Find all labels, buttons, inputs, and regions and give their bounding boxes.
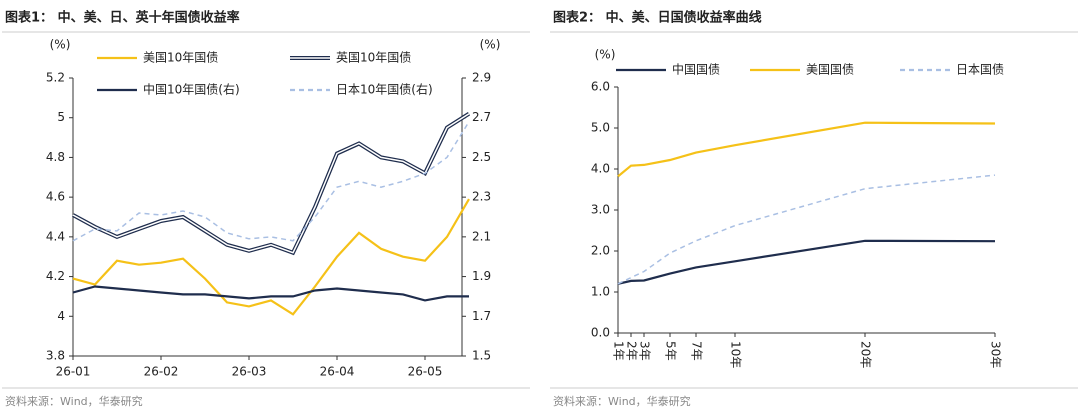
legend-label: 中国10年国债(右) [143, 82, 240, 97]
chart-title: 图表1： 中、美、日、英十年国债收益率 [5, 10, 240, 26]
y-tick-label: 4.4 [46, 229, 65, 243]
line [617, 121, 996, 178]
line [72, 121, 470, 242]
y-tick-label: 1.0 [591, 285, 610, 299]
legend-label: 中国国债 [672, 62, 720, 77]
x-tick-label: 1年 [612, 341, 626, 361]
y-tick-label: 5.0 [591, 121, 610, 135]
x-tick-label: 2年 [625, 341, 639, 361]
y-axis-label: (%) [50, 38, 71, 52]
line [617, 174, 996, 285]
chart-title: 图表2： 中、美、日国债收益率曲线 [553, 10, 762, 26]
y2-tick-label: 1.5 [472, 349, 491, 363]
x-tick-label: 26-04 [320, 365, 355, 379]
y-tick-label: 4.0 [591, 162, 610, 176]
source-note: 资料来源：Wind，华泰研究 [553, 394, 691, 408]
y-tick-label: 2.0 [591, 244, 610, 258]
legend-label: 日本国债 [956, 63, 1004, 77]
y2-axis-label: (%) [480, 38, 501, 52]
legend-label: 美国国债 [806, 63, 854, 77]
line-inner [72, 113, 470, 254]
line [72, 285, 469, 302]
y2-tick-label: 1.7 [472, 309, 491, 323]
y-tick-label: 3.0 [591, 203, 610, 217]
y2-tick-label: 2.9 [472, 71, 491, 85]
y2-tick-label: 2.1 [472, 229, 491, 243]
y2-tick-label: 2.7 [472, 110, 491, 124]
y-tick-label: 5 [57, 110, 65, 124]
y2-tick-label: 2.5 [472, 150, 491, 164]
x-tick-label: 10年 [729, 341, 743, 368]
x-tick-label: 7年 [690, 341, 704, 361]
y-tick-label: 0.0 [591, 326, 610, 340]
x-tick-label: 30年 [989, 341, 1003, 368]
x-tick-label: 26-05 [408, 365, 443, 379]
legend-label: 日本10年国债(右) [336, 82, 433, 97]
x-tick-label: 3年 [638, 341, 652, 361]
y-axis-label: (%) [595, 48, 616, 62]
line [72, 198, 470, 316]
x-tick-label: 26-02 [144, 365, 179, 379]
y2-tick-label: 2.3 [472, 190, 491, 204]
y-tick-label: 4.6 [46, 190, 65, 204]
y-tick-label: 4 [57, 309, 65, 323]
source-note: 资料来源：Wind，华泰研究 [5, 394, 143, 408]
x-tick-label: 20年 [859, 341, 873, 368]
legend-label: 美国10年国债 [143, 51, 218, 65]
legend-label: 英国10年国债 [336, 51, 411, 65]
y-tick-label: 5.2 [46, 71, 65, 85]
line [617, 239, 996, 285]
x-tick-label: 26-01 [56, 365, 91, 379]
x-tick-label: 5年 [664, 341, 678, 361]
y-tick-label: 3.8 [46, 349, 65, 363]
y-tick-label: 6.0 [591, 80, 610, 94]
y-tick-label: 4.2 [46, 269, 65, 283]
y-tick-label: 4.8 [46, 150, 65, 164]
y2-tick-label: 1.9 [472, 269, 491, 283]
x-tick-label: 26-03 [232, 365, 267, 379]
